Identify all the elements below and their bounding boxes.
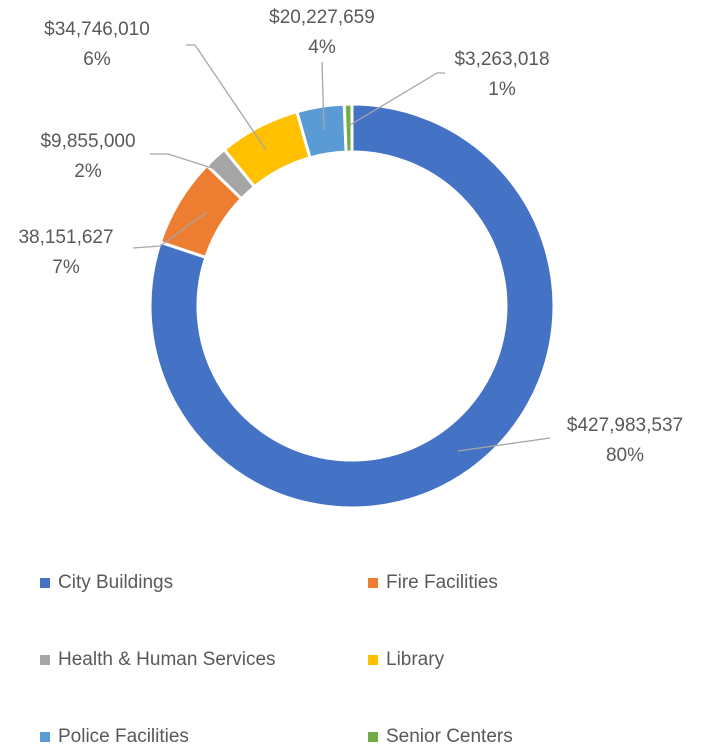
- data-label: $9,855,000: [40, 131, 135, 152]
- legend-label: Senior Centers: [386, 726, 513, 746]
- legend-label: Fire Facilities: [386, 572, 498, 593]
- leader-line: [150, 153, 213, 169]
- percent-label: 6%: [83, 49, 111, 70]
- legend-swatch: [40, 655, 50, 665]
- data-label: 38,151,627: [18, 227, 113, 248]
- leader-line: [186, 44, 267, 151]
- legend-swatch: [40, 732, 50, 742]
- donut-segment: [148, 102, 556, 510]
- percent-label: 1%: [488, 79, 516, 100]
- percent-label: 4%: [308, 37, 336, 58]
- legend-swatch: [368, 578, 378, 588]
- legend-label: Health & Human Services: [58, 649, 276, 670]
- legend-label: Police Facilities: [58, 726, 189, 746]
- leader-line: [349, 72, 445, 126]
- donut-segment: [342, 102, 354, 154]
- leader-line: [132, 211, 208, 249]
- legend-swatch: [368, 655, 378, 665]
- legend-swatch: [40, 578, 50, 588]
- leader-line: [457, 437, 551, 452]
- percent-label: 80%: [606, 445, 644, 466]
- data-label: $3,263,018: [454, 49, 549, 70]
- legend-swatch: [368, 732, 378, 742]
- percent-label: 7%: [52, 257, 80, 278]
- legend-label: City Buildings: [58, 572, 173, 593]
- percent-label: 2%: [74, 161, 102, 182]
- legend-label: Library: [386, 649, 445, 670]
- data-label: $34,746,010: [44, 19, 150, 40]
- data-label: $20,227,659: [269, 7, 375, 28]
- leader-line: [321, 61, 325, 131]
- data-label: $427,983,537: [567, 415, 683, 436]
